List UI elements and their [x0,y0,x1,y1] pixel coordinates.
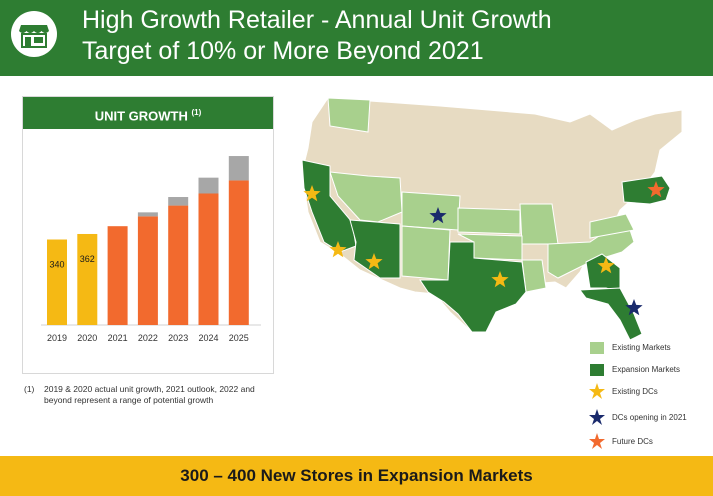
orange-star-icon [589,433,605,449]
legend-label: Existing Markets [612,343,671,352]
legend-label: DCs opening in 2021 [612,413,687,422]
florida-region [579,287,643,341]
chart-title-footnote-ref: (1) [191,108,202,117]
data-label-2020: 362 [80,254,95,264]
kansas-region [457,207,521,235]
store-icon [11,11,57,57]
unit-growth-chart-panel: UNIT GROWTH (1) 340 2019 362 2020 2021 2022 20… [22,96,274,374]
legend-label: Expansion Markets [612,365,681,374]
bar-range-2025 [228,156,249,181]
expansion-markets [301,159,671,341]
footnote-number: (1) [24,384,35,394]
unit-growth-chart: 340 2019 362 2020 2021 2022 2023 2024 2025 [41,156,261,343]
title-line-2: Target of 10% or More Beyond 2021 [82,37,484,65]
navy-star-icon [429,207,447,224]
bar-2022 [137,216,158,325]
dark-green-square [590,364,604,376]
us-market-map [301,97,683,341]
georgia-region [585,253,621,293]
navy-star-icon [625,299,643,316]
nevada-utah-region [329,171,403,223]
light-green-square [590,342,604,354]
bar-range-2023 [168,197,189,206]
bar-2023 [168,205,189,325]
chart-title-text: UNIT GROWTH [94,108,188,124]
northwest-region [327,97,371,133]
arizona-region [349,219,401,279]
colorado-region [401,191,461,231]
yellow-star-icon [303,185,321,202]
distribution-center-stars [303,181,665,316]
title-line-1: High Growth Retailer - Annual Unit Growt… [82,6,552,34]
x-tick-2020: 2020 [77,333,97,343]
pennsylvania-region [621,175,671,205]
x-tick-2025: 2025 [229,333,249,343]
x-tick-2021: 2021 [108,333,128,343]
missouri-region [519,203,559,245]
yellow-star-icon [365,253,383,270]
yellow-star-icon [491,271,509,288]
bar-2025 [228,180,249,325]
new-mexico-region [401,225,451,281]
bar-2024 [198,193,219,325]
orange-star-icon [647,181,665,198]
header-bar: High Growth Retailer - Annual Unit Growt… [0,0,713,76]
bar-range-2022 [137,212,158,217]
chart-title: UNIT GROWTH (1) [23,97,273,129]
yellow-star-icon [329,241,347,258]
bar-2019 [47,239,67,325]
navy-star-icon [589,409,605,425]
bar-2020 [77,233,98,325]
data-label-2019: 340 [49,260,64,270]
x-tick-2022: 2022 [138,333,158,343]
legend-label: Existing DCs [612,387,658,396]
bottom-banner: 300 – 400 New Stores in Expansion Market… [0,456,713,496]
page-title: High Growth Retailer - Annual Unit Growt… [82,5,552,67]
footnote-text: 2019 & 2020 actual unit growth, 2021 out… [44,384,255,405]
yellow-star-icon [597,257,615,274]
existing-markets [327,97,635,293]
x-tick-2023: 2023 [168,333,188,343]
x-tick-2019: 2019 [47,333,67,343]
texas-region [419,241,527,333]
yellow-star-icon [589,383,605,399]
legend-label: Future DCs [612,437,653,446]
bar-2021 [107,226,128,325]
appalachia-region [589,213,635,239]
x-tick-2024: 2024 [198,333,218,343]
banner-text: 300 – 400 New Stores in Expansion Market… [180,466,533,485]
bar-range-2024 [198,177,219,194]
